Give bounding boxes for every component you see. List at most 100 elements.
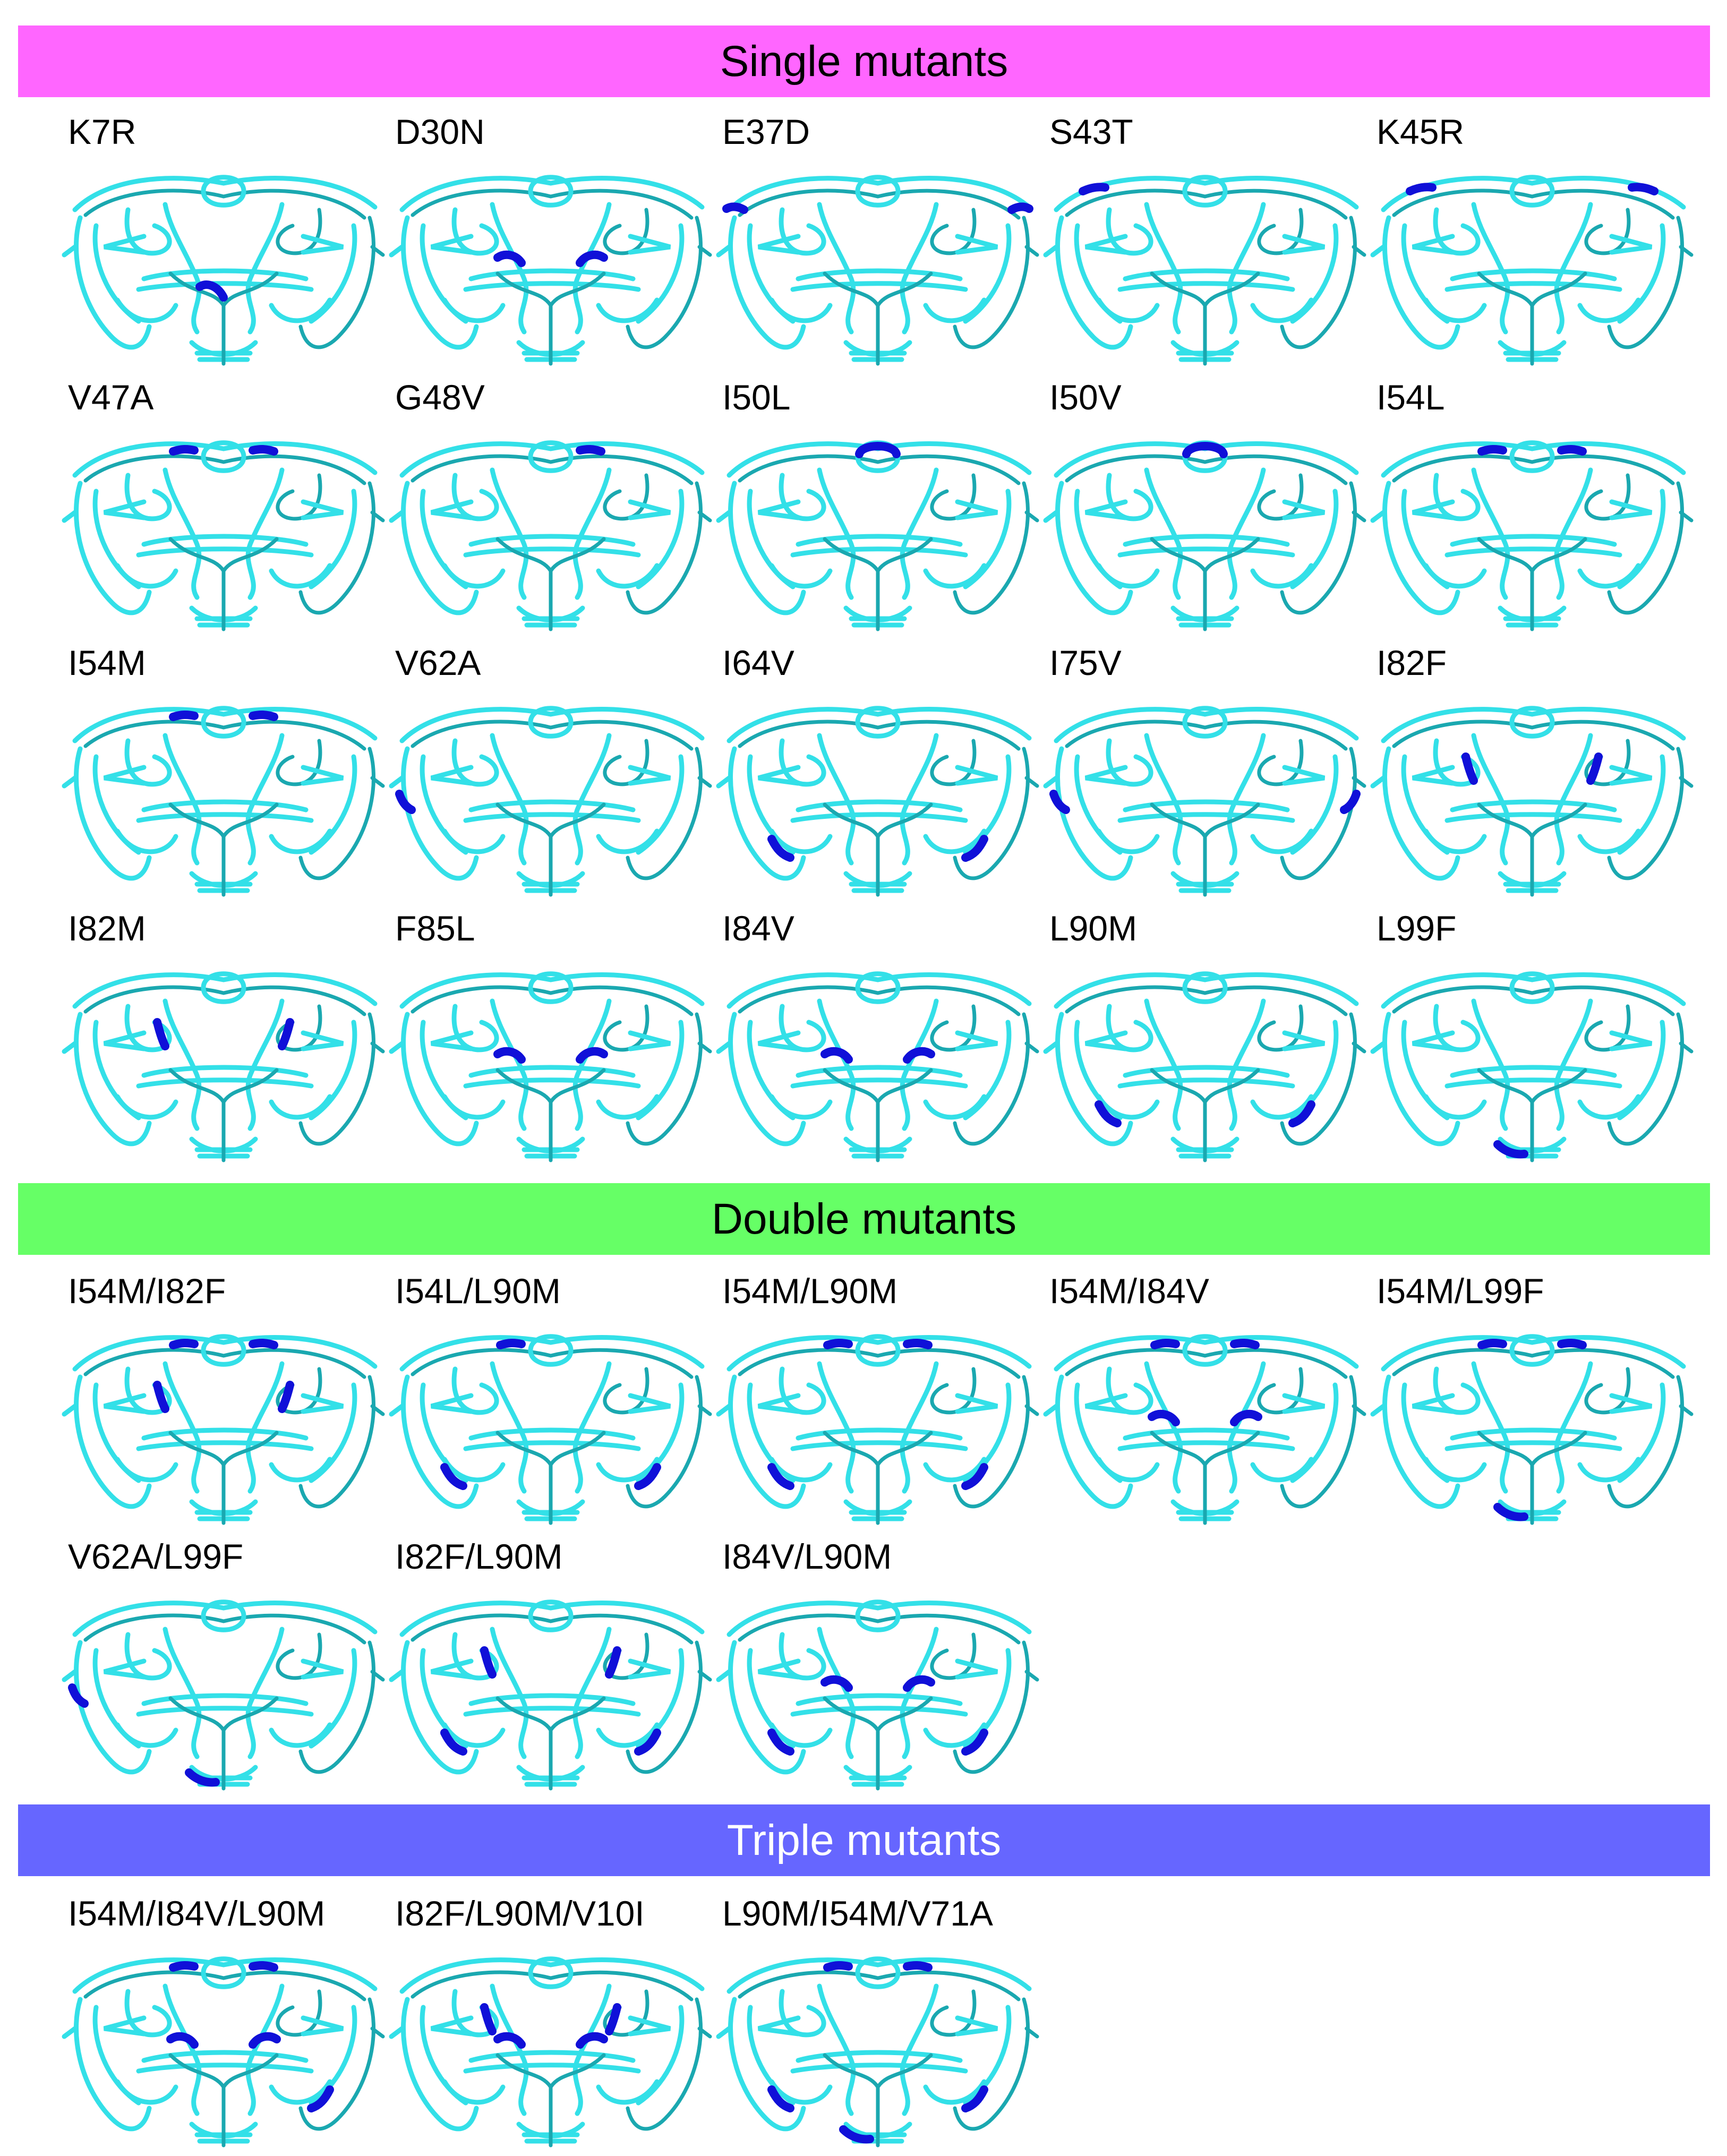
mutant-structure-panel: [389, 433, 712, 640]
ribbon-segment: [124, 1004, 172, 1053]
ribbon-segment: [1370, 1404, 1386, 1417]
ribbon-segment: [411, 985, 694, 1016]
ribbon-segment: [930, 1632, 977, 1680]
ribbon-segment: [1054, 1335, 1359, 1372]
ribbon-segment: [1123, 799, 1290, 812]
ribbon-segment: [738, 1613, 1021, 1645]
ribbon-segment: [245, 202, 285, 335]
ribbon-segment: [1250, 563, 1314, 589]
mutant-label: I82F/L90M: [395, 1537, 563, 1576]
ribbon-segment: [1433, 1004, 1481, 1053]
ribbon-segment: [463, 2063, 641, 2074]
ribbon-segment: [411, 720, 694, 751]
mutation-site-bottom: [185, 1768, 220, 1787]
ribbon-segment: [141, 1693, 309, 1706]
ribbon-segment: [490, 1627, 529, 1759]
ribbon-segment: [72, 176, 378, 212]
ribbon-segment: [1433, 1366, 1481, 1415]
mutant-structure-panel: [389, 964, 712, 1171]
ribbon-segment: [389, 1404, 405, 1417]
ribbon-segment: [1144, 733, 1183, 866]
mutant-label: I75V: [1049, 643, 1122, 682]
mutant-structure-panel: [62, 1327, 385, 1534]
ribbon-segment: [269, 2079, 332, 2105]
ribbon-segment: [716, 1404, 732, 1417]
ribbon-segment: [603, 1367, 649, 1415]
ribbon-segment: [1477, 271, 1587, 309]
ribbon-segment: [1423, 1094, 1487, 1120]
ribbon-segment: [245, 1627, 285, 1759]
ribbon-segment: [442, 1722, 506, 1748]
mutation-site-mid-left: [820, 1675, 853, 1692]
ribbon-segment: [823, 1068, 933, 1106]
ribbon-segment: [779, 473, 826, 521]
ribbon-segment: [1024, 2026, 1039, 2039]
ribbon-segment: [726, 1601, 1032, 1637]
ribbon-segment: [301, 1393, 344, 1414]
mutant-label: I82F: [1377, 643, 1447, 682]
protein-structure-0-11: [389, 706, 712, 897]
ribbon-segment: [463, 546, 641, 558]
ribbon-segment: [62, 244, 78, 258]
mutation-site-lower-right: [961, 2085, 988, 2112]
ribbon-segment: [468, 1065, 636, 1078]
mutant-label: I82F/L90M/V10I: [395, 1894, 645, 1933]
mutation-site-lower-right: [1288, 1100, 1315, 1127]
mutation-site-lower-left: [440, 1463, 467, 1490]
mutant-label: I54M/L90M: [722, 1271, 898, 1311]
ribbon-segment: [276, 473, 322, 521]
mutation-site-flap-left: [169, 1961, 199, 1972]
ribbon-segment: [855, 1334, 901, 1367]
ribbon-segment: [738, 720, 1021, 751]
protein-structure-0-15: [62, 971, 385, 1162]
ribbon-segment: [141, 268, 309, 281]
mutant-structure-panel: [1043, 433, 1366, 640]
mutant-label: V47A: [68, 378, 154, 417]
ribbon-segment: [124, 1366, 172, 1415]
mutation-site-inner-right: [278, 1381, 294, 1413]
ribbon-segment: [124, 207, 172, 256]
ribbon-segment: [796, 1693, 963, 1706]
ribbon-segment: [1444, 281, 1622, 292]
ribbon-segment: [411, 1970, 694, 2001]
ribbon-segment: [955, 1393, 998, 1414]
ribbon-segment: [411, 189, 694, 220]
ribbon-segment: [442, 2079, 506, 2105]
ribbon-segment: [463, 281, 641, 292]
ribbon-segment: [1096, 1094, 1160, 1120]
ribbon-segment: [1609, 765, 1653, 786]
ribbon-segment: [930, 1004, 977, 1052]
ribbon-segment: [1412, 499, 1455, 520]
ribbon-segment: [62, 775, 78, 789]
ribbon-segment: [1392, 720, 1675, 751]
ribbon-segment: [1257, 473, 1304, 521]
ribbon-segment: [823, 802, 933, 840]
ribbon-segment: [900, 1627, 939, 1759]
ribbon-segment: [738, 985, 1021, 1016]
ribbon-segment: [1577, 563, 1641, 589]
ribbon-segment: [628, 2015, 671, 2037]
ribbon-segment: [163, 1627, 202, 1759]
mutation-site-flap-left: [169, 1338, 199, 1349]
mutant-structure-panel: [389, 698, 712, 905]
ribbon-segment: [726, 972, 1032, 1009]
mutant-label: I54M/I82F: [68, 1271, 226, 1311]
ribbon-segment: [442, 828, 506, 854]
mutation-site-flap-left: [1477, 1338, 1507, 1349]
ribbon-segment: [779, 1004, 826, 1053]
ribbon-segment: [72, 1601, 378, 1637]
ribbon-segment: [817, 1361, 856, 1494]
ribbon-segment: [301, 1030, 344, 1051]
mutation-site-upper-left: [1079, 183, 1109, 195]
ribbon-segment: [572, 467, 612, 600]
ribbon-segment: [72, 972, 378, 1009]
ribbon-segment: [1509, 1334, 1555, 1367]
ribbon-segment: [370, 245, 385, 257]
ribbon-segment: [1477, 1068, 1587, 1106]
ribbon-segment: [1106, 473, 1153, 521]
ribbon-segment: [1509, 706, 1555, 739]
mutation-site-mid-left: [166, 2032, 199, 2049]
ribbon-segment: [596, 297, 660, 323]
ribbon-segment: [572, 202, 612, 335]
ribbon-segment: [1227, 467, 1266, 600]
